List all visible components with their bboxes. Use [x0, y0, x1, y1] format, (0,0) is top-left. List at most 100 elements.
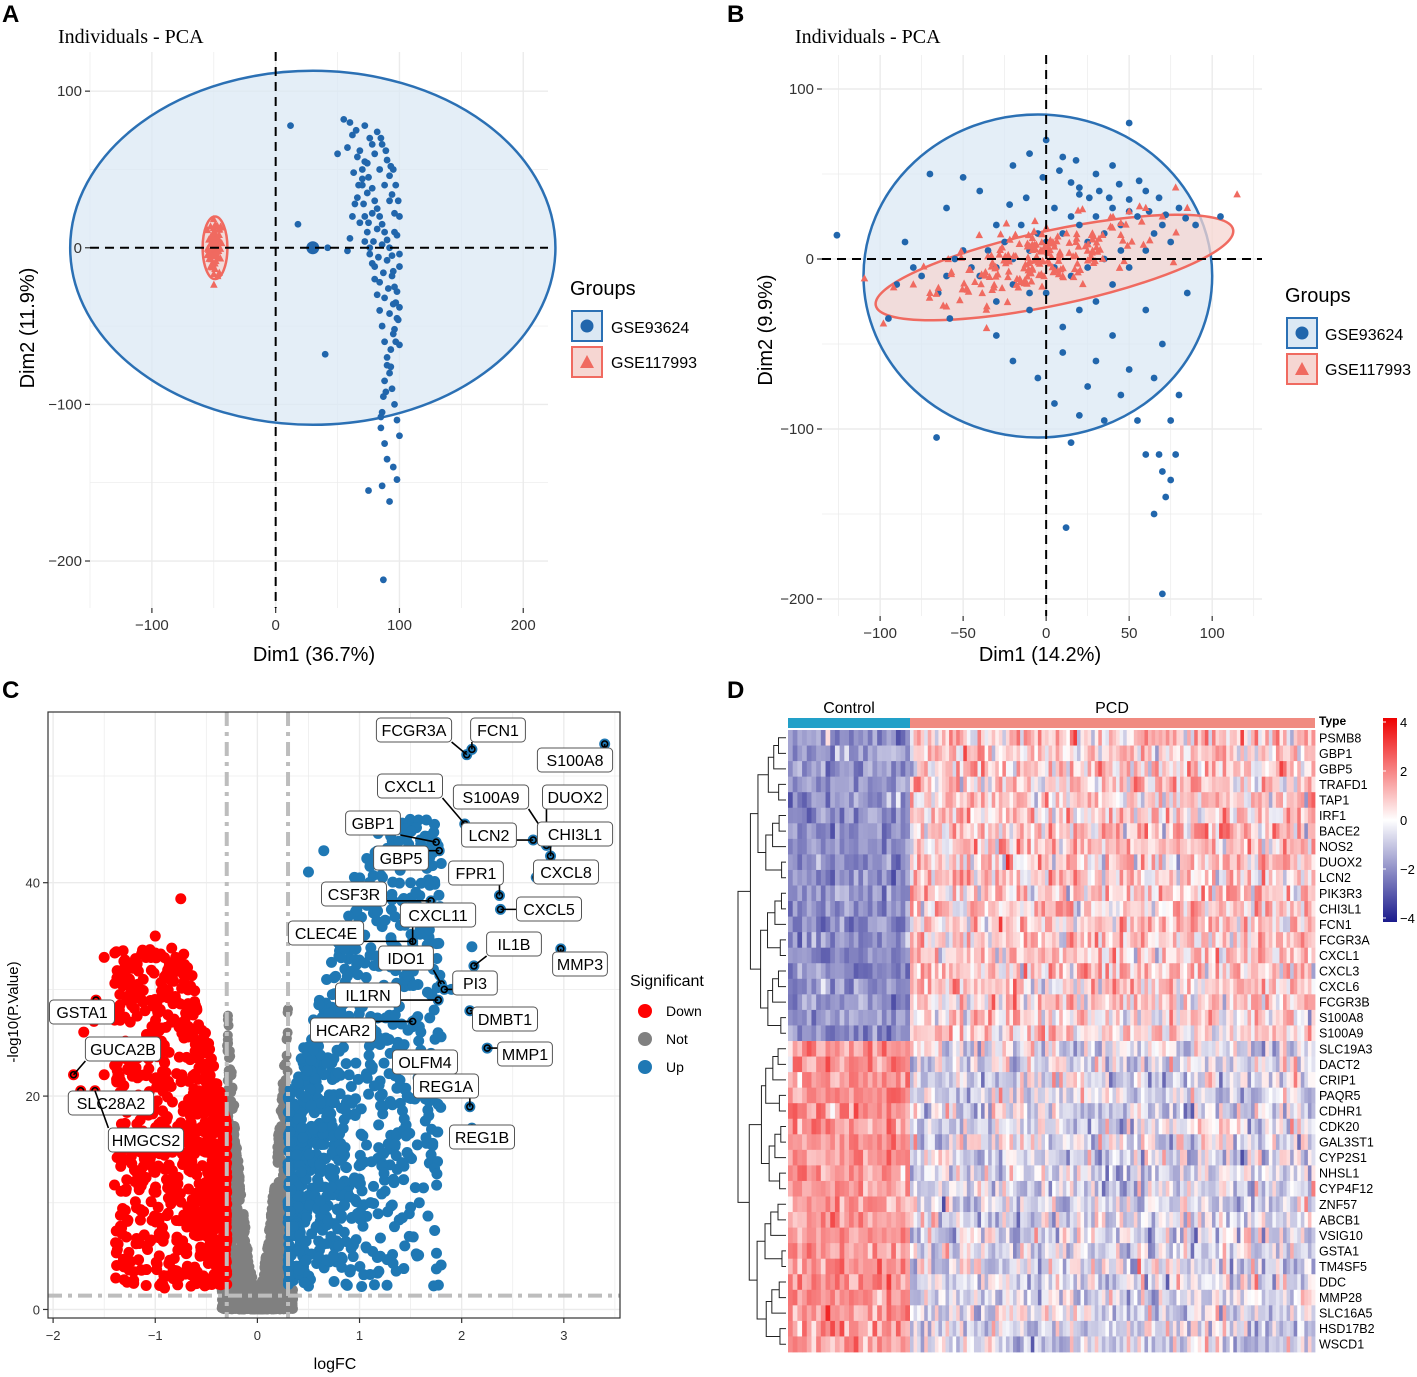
heat-cell: [1268, 745, 1273, 762]
heat-cell: [1084, 730, 1089, 746]
point-down: [117, 980, 129, 992]
heat-cell: [1123, 730, 1128, 746]
point-gse117993: [956, 296, 964, 304]
point-gse93624: [1042, 136, 1050, 144]
x-tick-label: −100: [863, 625, 897, 642]
heat-cell: [917, 776, 922, 793]
y-tick-label: −100: [780, 421, 814, 438]
point-down: [180, 1248, 192, 1260]
point-gse93624: [1158, 468, 1166, 475]
point-down: [98, 951, 110, 963]
heat-cell: [1087, 730, 1092, 746]
heat-cell: [963, 776, 968, 793]
point-not: [242, 1249, 253, 1260]
point-up: [423, 1110, 435, 1122]
heat-cell: [1112, 807, 1117, 824]
point-gse117993: [1065, 248, 1073, 256]
heat-cell: [938, 730, 943, 746]
heat-cell: [1144, 792, 1149, 809]
heat-cell: [966, 730, 971, 746]
heat-cell: [1016, 745, 1021, 762]
heat-cell: [863, 776, 869, 793]
point-up: [381, 1034, 393, 1046]
heat-cell: [867, 730, 873, 746]
heat-cell: [1069, 730, 1074, 746]
heat-cell: [1304, 776, 1309, 793]
heat-cell: [1172, 730, 1177, 746]
point-gse117993: [1011, 230, 1020, 238]
heat-cell: [1275, 730, 1280, 746]
point-down: [153, 1227, 165, 1239]
heat-cell: [1180, 792, 1184, 809]
heat-cell: [1027, 807, 1032, 824]
point-gse93624: [396, 432, 403, 440]
heat-cell: [1243, 730, 1248, 746]
heat-cell: [881, 761, 887, 778]
point-down: [197, 1270, 209, 1282]
heat-cell: [1005, 807, 1010, 824]
heat-cell: [867, 776, 873, 793]
heat-cell: [1094, 792, 1099, 809]
point-gse117993: [982, 324, 991, 332]
point-gse117993: [1038, 230, 1046, 238]
point-gse117993: [1004, 273, 1012, 281]
heat-cell: [1140, 761, 1145, 778]
heat-cell: [938, 792, 943, 809]
heat-cell: [1048, 730, 1053, 746]
point-gse93624: [1109, 204, 1116, 212]
heat-cell: [1215, 792, 1220, 809]
point-gse117993: [1049, 268, 1058, 276]
panel-a-ylabel: Dim2 (11.9%): [17, 268, 39, 389]
point-not: [234, 1185, 245, 1196]
point-gse93624: [1051, 400, 1058, 407]
heat-cell: [1187, 745, 1192, 762]
point-gse93624: [388, 252, 396, 260]
heat-cell: [853, 745, 859, 762]
point-down: [110, 1272, 122, 1284]
heat-cell: [1140, 807, 1145, 824]
label-text-cxcl8: CXCL8: [540, 865, 592, 882]
label-text-il1b: IL1B: [498, 937, 531, 954]
heat-cell: [891, 730, 897, 746]
heat-cell: [1002, 761, 1007, 778]
point-up: [313, 999, 325, 1011]
heat-cell: [1279, 792, 1284, 809]
heat-cell: [1243, 792, 1248, 809]
heat-cell: [1204, 745, 1209, 762]
point-gse117993: [1038, 238, 1046, 246]
heat-cell: [1013, 761, 1017, 778]
heat-cell: [1158, 776, 1163, 793]
heat-cell: [1144, 745, 1149, 762]
point-gse117993: [1092, 243, 1101, 251]
point-down: [129, 1175, 141, 1187]
heat-cell: [924, 807, 929, 824]
point-gse93624: [1117, 247, 1125, 254]
heat-cell: [1243, 761, 1248, 778]
label-text-il1rn: IL1RN: [345, 988, 390, 1005]
point-gse93624: [1109, 332, 1116, 339]
heat-cell: [1180, 776, 1184, 793]
point-down: [161, 1110, 173, 1122]
point-down: [200, 1091, 212, 1103]
point-gse93624: [381, 440, 389, 447]
heat-cell: [1005, 776, 1010, 793]
point-gse117993: [1139, 240, 1148, 248]
point-gse117993: [1088, 235, 1097, 243]
heat-cell: [956, 807, 961, 824]
panel-b-legend-title: Groups: [1285, 285, 1351, 307]
heat-cell: [886, 730, 892, 746]
heat-cell: [1105, 761, 1110, 778]
point-gse93624: [346, 234, 354, 242]
heat-cell: [1027, 792, 1032, 809]
heat-cell: [1311, 761, 1316, 778]
point-gse93624: [1034, 374, 1042, 382]
heat-cell: [825, 730, 831, 746]
heat-cell: [1048, 745, 1053, 762]
panel-a-legend: Groups GSE93624 GSE117993: [570, 278, 697, 378]
point-gse93624: [381, 181, 389, 189]
heat-cell: [952, 776, 957, 793]
point-gse93624: [373, 225, 381, 233]
point-up: [326, 1181, 338, 1193]
heat-cell: [1123, 745, 1128, 762]
heat-cell: [900, 792, 906, 809]
